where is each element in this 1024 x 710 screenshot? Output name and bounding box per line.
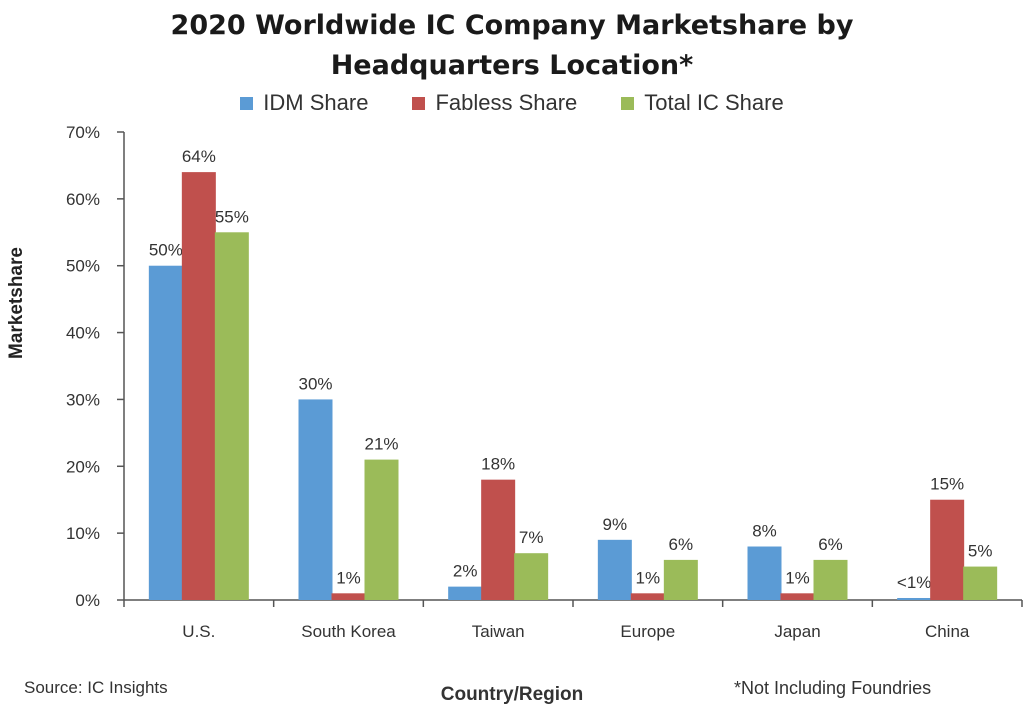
bar-total-ic-share <box>813 559 848 600</box>
bar-fabless-share <box>481 479 516 600</box>
bar-idm-share <box>747 546 782 600</box>
bar-idm-share <box>897 597 932 600</box>
y-tick-label: 0% <box>75 591 100 610</box>
legend-item-fabless: Fabless Share <box>412 90 577 116</box>
x-category-label: Taiwan <box>472 622 525 641</box>
bar-total-ic-share <box>514 553 549 600</box>
data-label: 2% <box>453 562 478 581</box>
y-tick-label: 50% <box>66 257 100 276</box>
bar-idm-share <box>298 399 333 600</box>
bar-idm-share <box>448 586 483 600</box>
legend-item-total: Total IC Share <box>621 90 784 116</box>
y-tick-label: 30% <box>66 390 100 409</box>
data-label: 8% <box>752 522 777 541</box>
bar-total-ic-share <box>963 566 998 600</box>
x-category-label: China <box>925 622 970 641</box>
legend-swatch-idm <box>240 96 254 110</box>
x-category-label: South Korea <box>301 622 396 641</box>
data-label: 6% <box>818 535 843 554</box>
y-tick-label: 20% <box>66 457 100 476</box>
bar-total-ic-share <box>364 459 399 600</box>
legend-swatch-total <box>621 96 635 110</box>
bar-idm-share <box>148 265 183 600</box>
y-tick-label: 70% <box>66 123 100 142</box>
x-axis-label: Country/Region <box>440 684 584 705</box>
data-label: 9% <box>603 515 628 534</box>
data-label: <1% <box>897 573 932 592</box>
bar-fabless-share <box>331 593 366 600</box>
legend-label-idm: IDM Share <box>263 90 369 115</box>
y-tick-label: 60% <box>66 190 100 209</box>
legend-label-total: Total IC Share <box>644 90 784 115</box>
data-label: 64% <box>182 147 216 166</box>
data-label: 15% <box>930 475 964 494</box>
foundries-note: *Not Including Foundries <box>734 678 932 698</box>
source-note: Source: IC Insights <box>24 678 168 697</box>
data-label: 21% <box>364 435 398 454</box>
y-tick-label: 40% <box>66 324 100 343</box>
data-label: 18% <box>481 455 515 474</box>
legend-swatch-fabless <box>412 96 426 110</box>
bar-fabless-share <box>181 172 216 600</box>
data-label: 1% <box>636 568 661 587</box>
legend: IDM Share Fabless Share Total IC Share <box>0 90 1024 116</box>
bar-fabless-share <box>780 593 815 600</box>
bar-total-ic-share <box>214 232 249 601</box>
bar-idm-share <box>597 539 632 600</box>
chart-title-line2: Headquarters Location* <box>330 50 694 81</box>
bar-fabless-share <box>930 499 965 600</box>
data-label: 7% <box>519 528 544 547</box>
chart-title: 2020 Worldwide IC Company Marketshare by… <box>0 6 1024 86</box>
chart-title-line1: 2020 Worldwide IC Company Marketshare by <box>170 10 854 41</box>
bar-fabless-share <box>630 593 665 600</box>
data-label: 1% <box>336 568 361 587</box>
data-label: 6% <box>669 535 694 554</box>
data-label: 5% <box>968 542 993 561</box>
data-label: 1% <box>785 568 810 587</box>
data-label: 30% <box>298 374 332 393</box>
x-category-label: Europe <box>620 622 675 641</box>
bar-total-ic-share <box>663 559 698 600</box>
legend-item-idm: IDM Share <box>240 90 368 116</box>
x-category-label: Japan <box>774 622 820 641</box>
legend-label-fabless: Fabless Share <box>435 90 578 115</box>
data-label: 50% <box>149 241 183 260</box>
y-tick-label: 10% <box>66 524 100 543</box>
x-category-label: U.S. <box>182 622 215 641</box>
data-label: 55% <box>215 207 249 226</box>
